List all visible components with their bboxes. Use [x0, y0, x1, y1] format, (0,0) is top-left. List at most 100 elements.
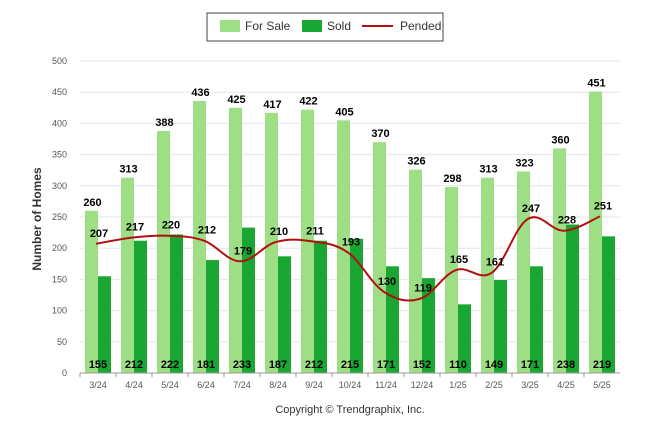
label-pended: 161 [486, 257, 504, 269]
label-pended: 179 [234, 245, 252, 257]
label-pended: 211 [306, 225, 324, 237]
label-for-sale: 298 [443, 173, 461, 185]
bar-for-sale [373, 142, 386, 373]
legend-box [206, 12, 444, 42]
legend-swatch-for-sale [220, 20, 240, 32]
y-tick-label: 50 [57, 337, 67, 347]
y-axis-label: Number of Homes [30, 167, 44, 271]
x-tick-label: 12/24 [411, 380, 434, 390]
x-tick-label: 4/24 [125, 380, 143, 390]
label-pended: 193 [342, 237, 360, 249]
label-for-sale: 313 [479, 164, 497, 176]
bar-for-sale [193, 100, 206, 373]
bar-sold [530, 266, 543, 373]
label-pended: 247 [522, 203, 540, 215]
label-for-sale: 425 [227, 94, 245, 106]
data-labels: 260 155 313 212 388 222 436 181 425 233 417 187 422 2… [83, 78, 612, 371]
label-sold: 212 [305, 359, 323, 371]
label-sold: 222 [161, 359, 179, 371]
bar-sold [170, 234, 183, 373]
label-pended: 251 [594, 200, 612, 212]
y-tick-label: 250 [52, 212, 67, 222]
x-tick-label: 9/24 [305, 380, 323, 390]
label-sold: 152 [413, 359, 431, 371]
label-for-sale: 436 [191, 87, 209, 99]
bar-sold [350, 238, 363, 373]
bar-sold [134, 240, 147, 373]
bar-sold [278, 256, 291, 373]
y-tick-label: 300 [52, 181, 67, 191]
bar-for-sale [553, 148, 566, 373]
legend: For Sale Sold Pended [206, 12, 444, 42]
bar-for-sale [589, 91, 602, 374]
label-sold: 215 [341, 359, 359, 371]
bar-for-sale [409, 169, 422, 373]
y-tick-label: 150 [52, 274, 67, 284]
label-pended: 165 [450, 254, 468, 266]
legend-label-for-sale: For Sale [245, 19, 291, 33]
label-sold: 110 [449, 359, 467, 371]
pended-line [95, 215, 601, 302]
x-tick-label: 6/24 [197, 380, 215, 390]
label-sold: 171 [521, 359, 539, 371]
bar-for-sale [85, 210, 98, 373]
label-for-sale: 313 [119, 164, 137, 176]
label-pended: 130 [378, 276, 396, 288]
bar-sold [422, 278, 435, 373]
x-tick-label: 7/24 [233, 380, 251, 390]
label-for-sale: 326 [407, 156, 425, 168]
bar-for-sale [337, 120, 350, 373]
x-tick-label: 3/24 [89, 380, 107, 390]
x-tick-label: 2/25 [485, 380, 503, 390]
legend-label-pended: Pended [400, 19, 441, 33]
label-pended: 207 [90, 228, 108, 240]
legend-label-sold: Sold [327, 19, 351, 33]
label-sold: 187 [269, 359, 287, 371]
bar-sold [206, 260, 219, 373]
bar-for-sale [121, 177, 134, 373]
label-pended: 212 [198, 225, 216, 237]
bar-sold [458, 304, 471, 373]
label-sold: 171 [377, 359, 395, 371]
bars [85, 91, 615, 374]
label-sold: 155 [89, 359, 107, 371]
label-sold: 149 [485, 359, 503, 371]
label-pended: 210 [270, 226, 288, 238]
label-for-sale: 405 [335, 106, 353, 118]
bar-for-sale [229, 107, 242, 374]
x-tick-label: 1/25 [449, 380, 467, 390]
label-for-sale: 360 [551, 134, 569, 146]
bar-sold [314, 240, 327, 373]
x-tick-label: 5/25 [593, 380, 611, 390]
label-for-sale: 451 [587, 78, 605, 90]
label-sold: 219 [593, 359, 611, 371]
x-tick-label: 5/24 [161, 380, 179, 390]
bar-sold [98, 276, 111, 373]
x-tick-label: 4/25 [557, 380, 575, 390]
bar-sold [386, 266, 399, 373]
bar-sold [242, 227, 255, 373]
y-tick-label: 100 [52, 306, 67, 316]
label-for-sale: 260 [83, 197, 101, 209]
bar-for-sale [517, 171, 530, 373]
bar-sold [566, 224, 579, 373]
bar-sold [494, 280, 507, 373]
label-for-sale: 417 [263, 99, 281, 111]
label-sold: 233 [233, 359, 251, 371]
label-for-sale: 370 [371, 128, 389, 140]
x-tick-label: 3/25 [521, 380, 539, 390]
legend-swatch-sold [302, 20, 322, 32]
label-for-sale: 388 [155, 117, 173, 129]
y-tick-label: 200 [52, 243, 67, 253]
y-tick-label: 0 [62, 368, 67, 378]
x-tick-label: 10/24 [339, 380, 362, 390]
bar-sold [602, 236, 615, 373]
label-pended: 228 [558, 215, 576, 227]
x-tick-label: 8/24 [269, 380, 287, 390]
label-pended: 220 [162, 220, 180, 232]
label-pended: 217 [126, 222, 144, 234]
label-for-sale: 422 [299, 96, 317, 108]
copyright-text: Copyright © Trendgraphix, Inc. [275, 404, 424, 416]
y-axis-ticks: 0 50 100 150 200 250 300 350 400 450 500 [52, 56, 67, 378]
